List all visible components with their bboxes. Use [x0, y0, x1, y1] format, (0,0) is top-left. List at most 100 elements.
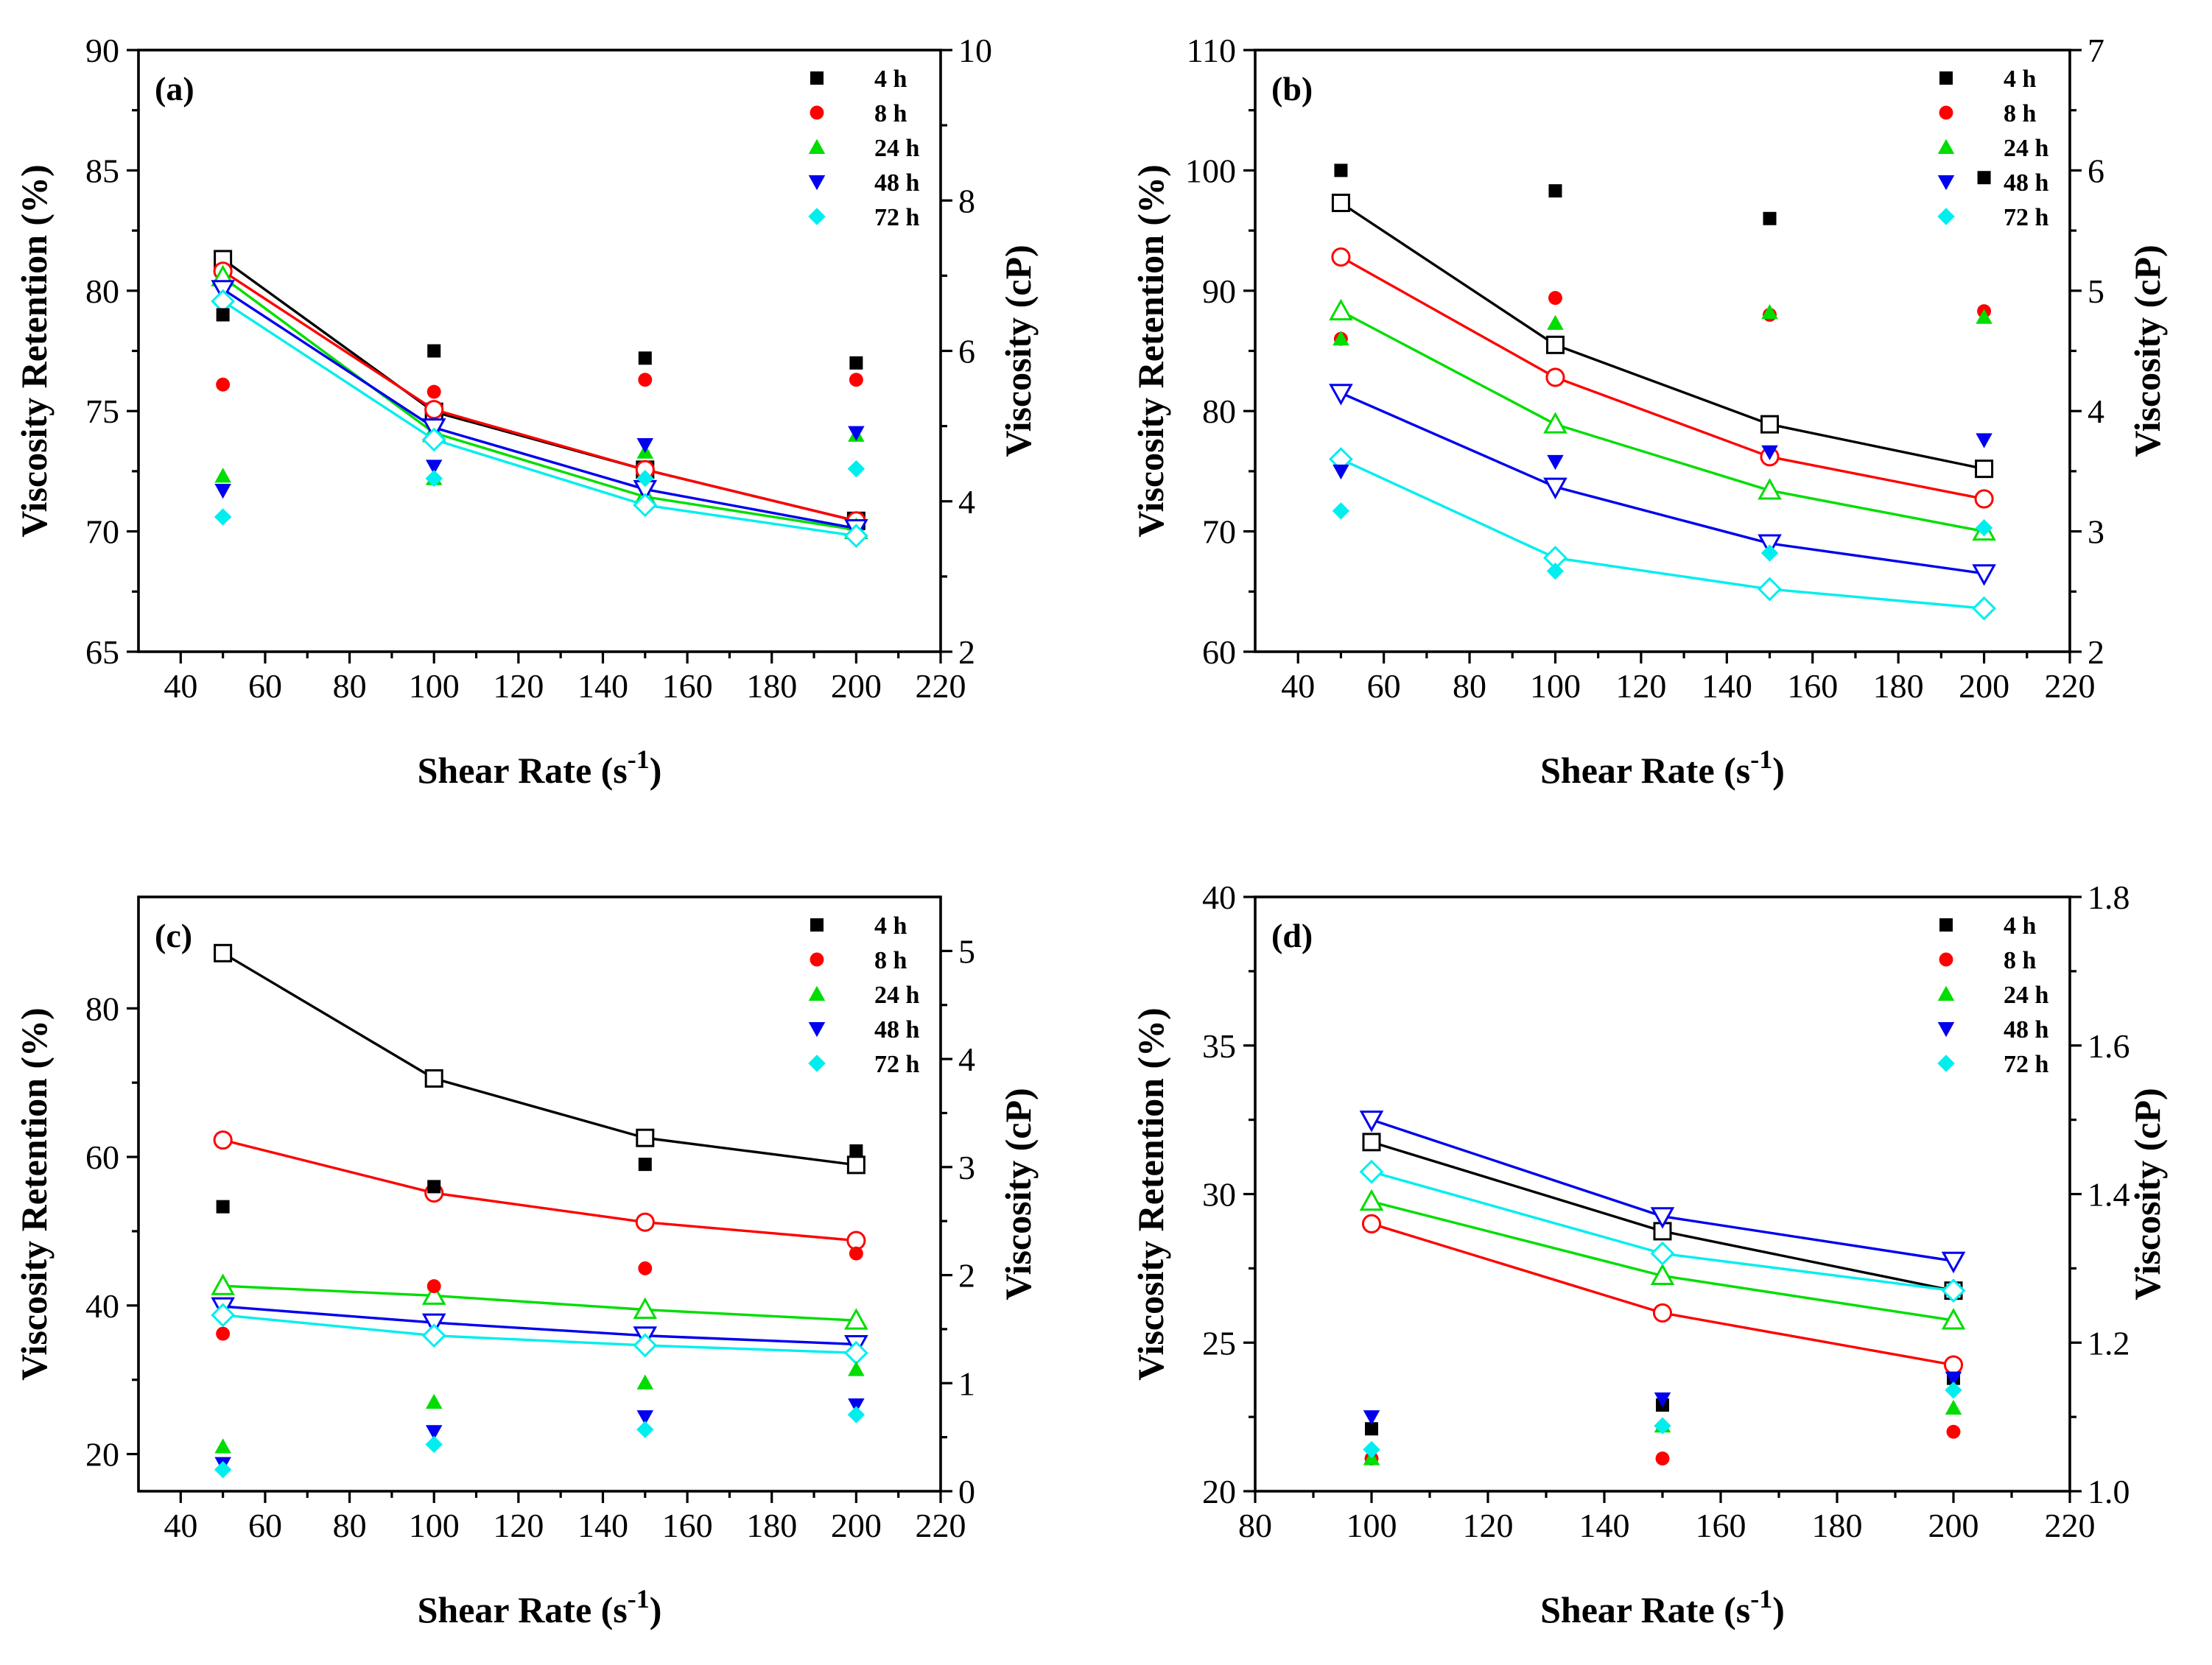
viscosity-point: [1943, 1355, 1964, 1375]
retention-point: [1945, 1371, 1962, 1387]
y-tick-label: 25: [1202, 1324, 1236, 1362]
retention-point: [636, 470, 654, 487]
retention-point: [214, 484, 231, 499]
y2-tick-label: 1.4: [2088, 1176, 2130, 1214]
retention-point: [214, 508, 232, 526]
legend-marker: [1937, 208, 1955, 225]
retention-point: [1761, 445, 1778, 461]
viscosity-line-72h: [1340, 458, 1984, 610]
viscosity-point: [636, 1128, 655, 1147]
retention-point: [216, 377, 231, 392]
plot-frame: [137, 895, 942, 1493]
retention-point: [1655, 1451, 1670, 1466]
viscosity-point: [635, 1212, 655, 1232]
viscosity-point: [1329, 384, 1353, 406]
y-axis-title: Viscosity Retention (%): [1130, 164, 1171, 537]
legend-marker: [808, 985, 826, 1001]
x-tick-label: 40: [1281, 667, 1315, 705]
y2-tick-label: 1.0: [2088, 1473, 2130, 1510]
legend-label: 4 h: [874, 912, 907, 940]
legend-label: 72 h: [2004, 204, 2049, 231]
viscosity-line-48h: [1340, 392, 1984, 575]
x-axis-title-main: Shear Rate (s: [1540, 750, 1750, 791]
retention-point: [214, 1461, 232, 1479]
viscosity-point: [1758, 577, 1782, 602]
retention-point: [1761, 303, 1778, 320]
viscosity-point: [211, 1303, 236, 1328]
viscosity-point: [633, 493, 658, 518]
y-tick-label: 20: [85, 1436, 119, 1474]
y2-tick-label: 0: [958, 1473, 975, 1510]
x-tick-label: 60: [248, 667, 282, 705]
viscosity-line-24h: [1340, 310, 1984, 533]
retention-point: [1977, 171, 1991, 185]
retention-point: [1333, 464, 1349, 480]
retention-point: [1548, 291, 1562, 306]
y-tick-label: 85: [85, 152, 119, 189]
retention-point: [1365, 1422, 1378, 1436]
y2-tick-label: 8: [958, 182, 975, 219]
viscosity-point: [1545, 367, 1565, 387]
viscosity-point: [843, 524, 868, 549]
x-tick-label: 160: [1696, 1507, 1746, 1544]
x-axis-title-tail: ): [650, 750, 662, 791]
retention-point: [214, 1438, 231, 1454]
legend-marker: [808, 1022, 826, 1038]
x-tick-label: 200: [1928, 1507, 1979, 1544]
retention-point: [1760, 544, 1779, 562]
viscosity-point: [421, 1323, 446, 1348]
retention-point: [426, 1279, 441, 1294]
legend-label: 24 h: [2004, 982, 2049, 1009]
retention-point: [216, 308, 230, 322]
y-tick-label: 110: [1187, 32, 1236, 69]
y-tick-label: 90: [85, 32, 119, 69]
legend-marker: [808, 1055, 826, 1072]
x-tick-label: 120: [493, 667, 544, 705]
x-tick-label: 40: [164, 667, 197, 705]
y-tick-label: 20: [1202, 1473, 1236, 1510]
y2-tick-label: 1: [958, 1365, 975, 1402]
legend-label: 8 h: [2004, 947, 2037, 974]
x-tick-label: 120: [1615, 667, 1666, 705]
viscosity-point: [846, 1155, 866, 1175]
legend-label: 48 h: [874, 1016, 920, 1043]
y2-tick-label: 5: [958, 932, 975, 970]
x-tick-label: 160: [662, 667, 713, 705]
legend-label: 24 h: [874, 982, 920, 1009]
x-tick-label: 180: [1873, 667, 1924, 705]
retention-point: [848, 1398, 865, 1414]
legend-marker: [1939, 71, 1953, 85]
retention-point: [1946, 1424, 1961, 1439]
x-tick-label: 220: [916, 667, 966, 705]
viscosity-point: [633, 1333, 658, 1358]
y-tick-label: 40: [1202, 879, 1236, 916]
x-axis-title-tail: ): [1772, 1589, 1785, 1630]
viscosity-point: [1760, 415, 1780, 434]
y2-tick-label: 3: [958, 1149, 975, 1186]
y2-tick-label: 1.8: [2088, 879, 2130, 916]
x-tick-label: 140: [1702, 667, 1752, 705]
retention-point: [847, 460, 866, 478]
y2-tick-label: 2: [958, 633, 975, 671]
chart-panel-1: 40 60 80 100 120 140 160 180 200 220 65 70 75 80 85 90 2…: [13, 32, 1039, 791]
retention-point: [1546, 562, 1565, 580]
retention-point: [638, 373, 653, 387]
viscosity-point: [846, 1231, 866, 1250]
legend-marker: [1937, 175, 1955, 191]
retention-point: [1363, 1410, 1380, 1426]
y-tick-label: 30: [1202, 1176, 1236, 1214]
y2-tick-label: 7: [2088, 32, 2104, 69]
retention-point: [636, 1410, 654, 1426]
viscosity-line-8h: [222, 1138, 857, 1242]
viscosity-line-4h: [222, 951, 857, 1166]
retention-point: [638, 1158, 652, 1172]
y2-axis-title: Viscosity (cP): [2127, 244, 2168, 457]
chart-panel-4: 80 100 120 140 160 180 200 220 20 25 30 35 40 1.0 1.2 1…: [1130, 879, 2168, 1630]
legend-marker: [810, 71, 824, 85]
y2-tick-label: 3: [2088, 513, 2104, 551]
retention-point: [425, 1393, 443, 1409]
retention-point: [848, 1361, 865, 1376]
x-axis-title-main: Shear Rate (s: [418, 1589, 628, 1630]
x-tick-label: 200: [831, 667, 882, 705]
